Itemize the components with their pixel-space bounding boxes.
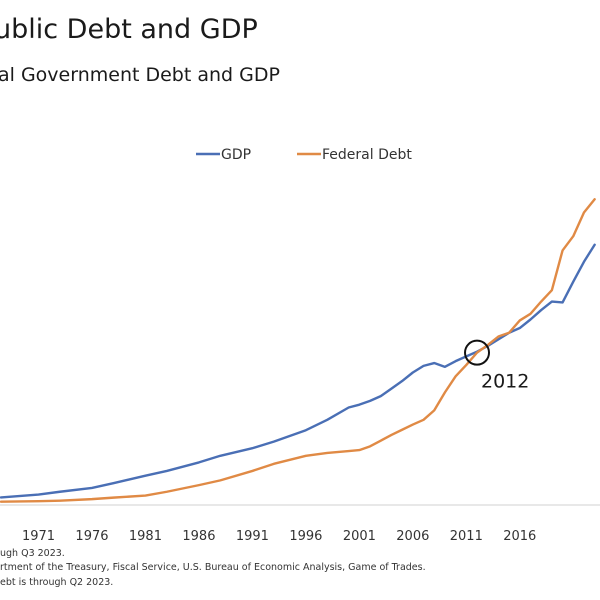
annotation-label: 2012 [481, 371, 529, 393]
x-tick-label: 1996 [289, 529, 322, 544]
legend-label-gdp: GDP [221, 147, 251, 163]
chart-title: ublic Debt and GDP [0, 14, 258, 45]
x-tick-label: 1976 [75, 529, 108, 544]
annotation-circle [464, 339, 491, 366]
x-axis-ticks: 1971 1976 1981 1986 1991 1996 2001 2006 2011 2016 [22, 529, 536, 544]
x-tick-label: 2016 [503, 529, 536, 544]
series-line-gdp [0, 243, 596, 499]
chart-subtitle: al Government Debt and GDP [0, 64, 280, 86]
x-tick-label: 2011 [450, 529, 483, 544]
chart-annotations: 2012 [464, 339, 529, 393]
legend-label-federal-debt: Federal Debt [322, 147, 412, 163]
footnote-1: ugh Q3 2023. [0, 548, 65, 559]
x-tick-label: 1971 [22, 529, 55, 544]
x-tick-label: 2001 [343, 529, 376, 544]
x-tick-label: 1991 [236, 529, 269, 544]
chart-lines [0, 198, 596, 503]
legend: GDP Federal Debt [196, 147, 412, 163]
series-line-federal-debt [0, 198, 596, 503]
x-tick-label: 1986 [182, 529, 215, 544]
x-tick-label: 1981 [129, 529, 162, 544]
footnote-3: ebt is through Q2 2023. [0, 577, 114, 588]
footnote-2: rtment of the Treasury, Fiscal Service, … [0, 562, 426, 573]
x-tick-label: 2006 [396, 529, 429, 544]
